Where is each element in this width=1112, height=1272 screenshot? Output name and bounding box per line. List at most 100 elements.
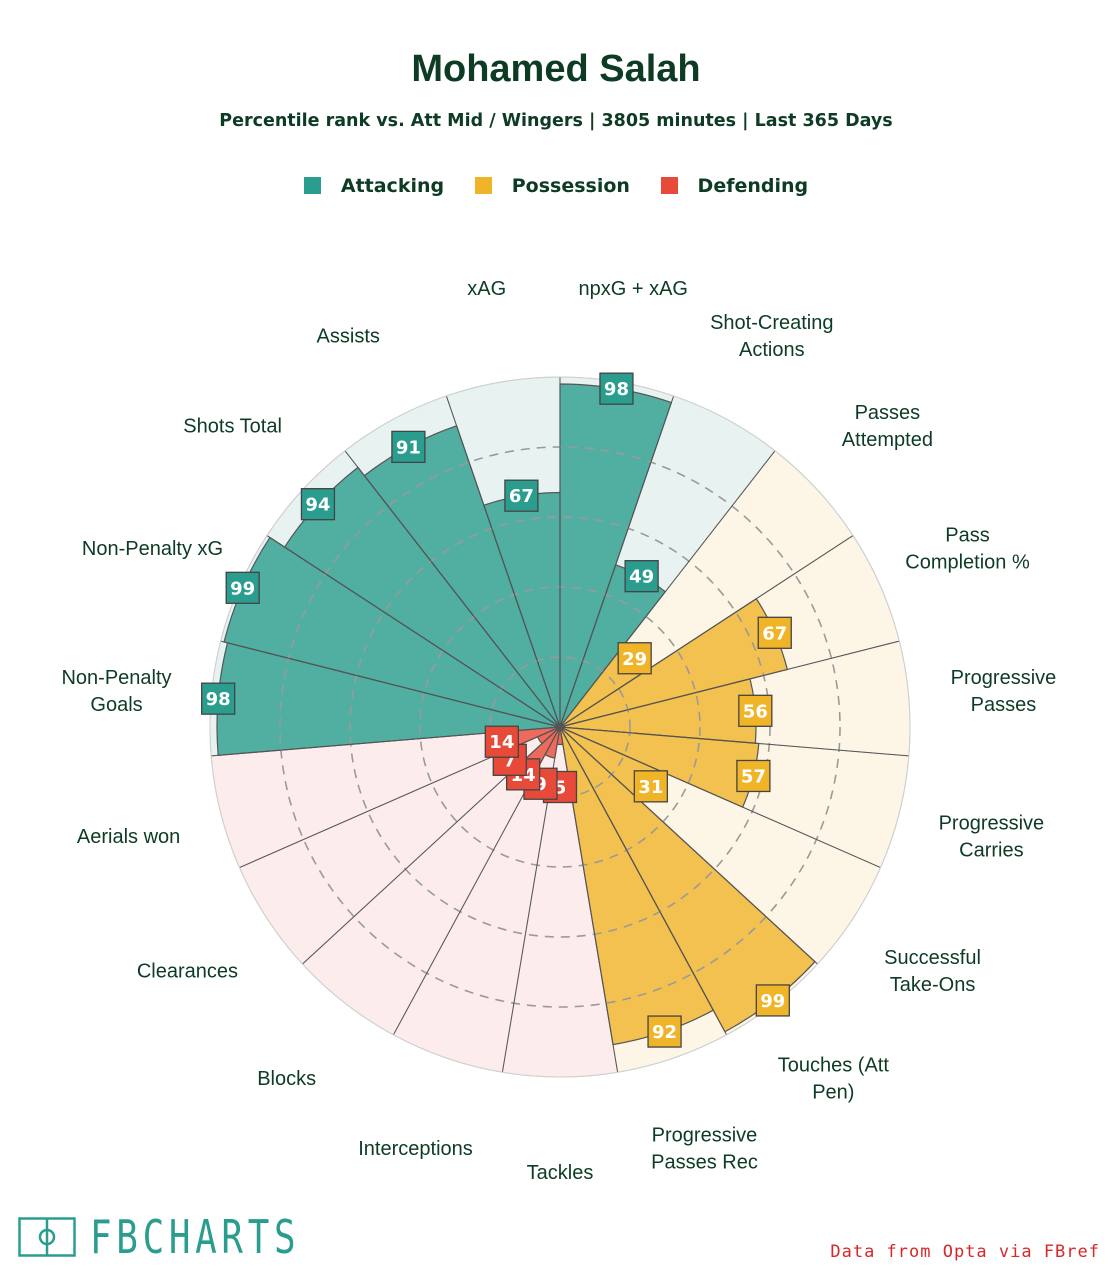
value-box [300, 488, 336, 521]
value-box [484, 725, 519, 758]
grid-circle [349, 516, 771, 938]
legend-item-possession: Possession [474, 174, 630, 197]
category-label-non-penalty-goals: Non-Penalty Goals [61, 667, 171, 716]
value-box [736, 759, 771, 793]
value-badge-shot-creating-actions: 49 [624, 560, 659, 593]
value-label: 99 [760, 991, 785, 1012]
legend-swatch-possession [474, 176, 492, 194]
spoke [559, 535, 854, 728]
value-badge-passes-attempted: 29 [617, 642, 652, 675]
value-badge-progressive-carries: 57 [736, 759, 771, 793]
category-label-assists: Assists [317, 326, 380, 348]
category-label-non-penalty-xg: Non-Penalty xG [82, 538, 223, 560]
value-box [755, 984, 790, 1017]
value-badge-touches-att-pen: 99 [755, 984, 790, 1017]
value-label: 98 [604, 379, 629, 400]
logo-text: FBCHARTS [90, 1210, 301, 1264]
value-badge-aerials-won: 14 [484, 725, 519, 758]
value-label: 94 [305, 495, 330, 516]
category-label-shot-creating-actions: Shot-Creating Actions [710, 312, 833, 361]
legend-label-attacking: Attacking [340, 174, 445, 197]
chart-subtitle: Percentile rank vs. Att Mid / Wingers | … [219, 111, 893, 131]
spoke [559, 726, 909, 757]
value-box [391, 430, 426, 464]
spoke [445, 395, 561, 728]
data-credit: Data from Opta via FBref [830, 1242, 1100, 1262]
value-label: 29 [622, 649, 647, 670]
value-badge-progressive-passes-rec: 92 [647, 1015, 682, 1048]
bars [216, 383, 816, 1046]
category-label-successful-take-ons: Successful Take-Ons [884, 947, 981, 996]
value-box [624, 560, 659, 593]
value-label: 57 [741, 766, 766, 787]
value-label: 99 [230, 578, 255, 599]
value-box [738, 694, 773, 727]
legend: Attacking Possession Defending [0, 174, 1112, 197]
spoke [559, 726, 818, 965]
category-label-blocks: Blocks [257, 1068, 316, 1090]
value-box [757, 616, 792, 649]
category-label-clearances: Clearances [137, 960, 238, 982]
value-badge-successful-take-ons: 31 [633, 770, 668, 803]
category-label-touches-att-pen: Touches (Att Pen) [778, 1055, 890, 1104]
pitch-icon [18, 1217, 76, 1257]
value-badge-progressive-passes: 56 [738, 694, 773, 727]
value-badge-non-penalty-xg: 99 [225, 571, 260, 604]
value-label: 98 [206, 689, 231, 710]
value-box [504, 479, 539, 512]
value-box [647, 1015, 682, 1048]
spoke [559, 640, 900, 728]
spoke [344, 450, 561, 728]
legend-swatch-defending [660, 176, 678, 194]
value-label: 91 [396, 437, 421, 458]
spoke [559, 726, 881, 869]
category-label-aerials-won: Aerials won [77, 826, 180, 848]
spokes [209, 376, 911, 1078]
outer-ring [209, 376, 911, 1078]
value-badge-npxg-xag: 98 [599, 372, 634, 405]
value-box [633, 770, 668, 803]
fbcharts-logo: FBCHARTS [18, 1210, 360, 1264]
value-badge-shots-total: 94 [300, 488, 336, 521]
value-label: 14 [489, 732, 514, 753]
spoke [220, 640, 561, 728]
value-label: 67 [509, 486, 534, 507]
legend-label-defending: Defending [697, 174, 809, 197]
value-label: 49 [629, 567, 654, 588]
chart-title: Mohamed Salah [411, 48, 701, 90]
value-box [225, 571, 260, 604]
value-label: 31 [638, 777, 663, 798]
category-label-pass-completion: Pass Completion % [905, 525, 1030, 574]
legend-swatch-attacking [303, 176, 321, 194]
value-badge-non-penalty-goals: 98 [201, 682, 236, 715]
category-label-progressive-passes: Progressive Passes [951, 667, 1057, 716]
value-box [617, 642, 652, 675]
spoke [559, 395, 675, 728]
value-labels: 98492967565731999259147149899949167 [201, 372, 792, 1048]
value-label: 67 [762, 623, 787, 644]
legend-label-possession: Possession [511, 174, 630, 197]
value-badge-pass-completion: 67 [757, 616, 792, 649]
grid-circle [489, 656, 631, 798]
category-label-shots-total: Shots Total [183, 416, 282, 438]
category-label-npxg-xag: npxG + xAG [578, 278, 688, 300]
category-label-progressive-carries: Progressive Carries [939, 813, 1045, 862]
value-label: 92 [652, 1022, 677, 1043]
category-label-tackles: Tackles [527, 1162, 594, 1184]
value-box [599, 372, 634, 405]
category-label-passes-attempted: Passes Attempted [842, 402, 933, 451]
category-label-xag: xAG [467, 278, 506, 300]
category-label-interceptions: Interceptions [358, 1138, 473, 1160]
value-box [201, 682, 236, 715]
spoke [266, 535, 561, 728]
spoke [559, 726, 728, 1036]
legend-item-defending: Defending [660, 174, 809, 197]
legend-item-attacking: Attacking [303, 174, 445, 197]
spoke [559, 450, 776, 728]
value-label: 56 [743, 701, 768, 722]
value-badge-assists: 91 [391, 430, 426, 464]
value-badge-xag: 67 [504, 479, 539, 512]
category-label-progressive-passes-rec: Progressive Passes Rec [651, 1124, 758, 1173]
